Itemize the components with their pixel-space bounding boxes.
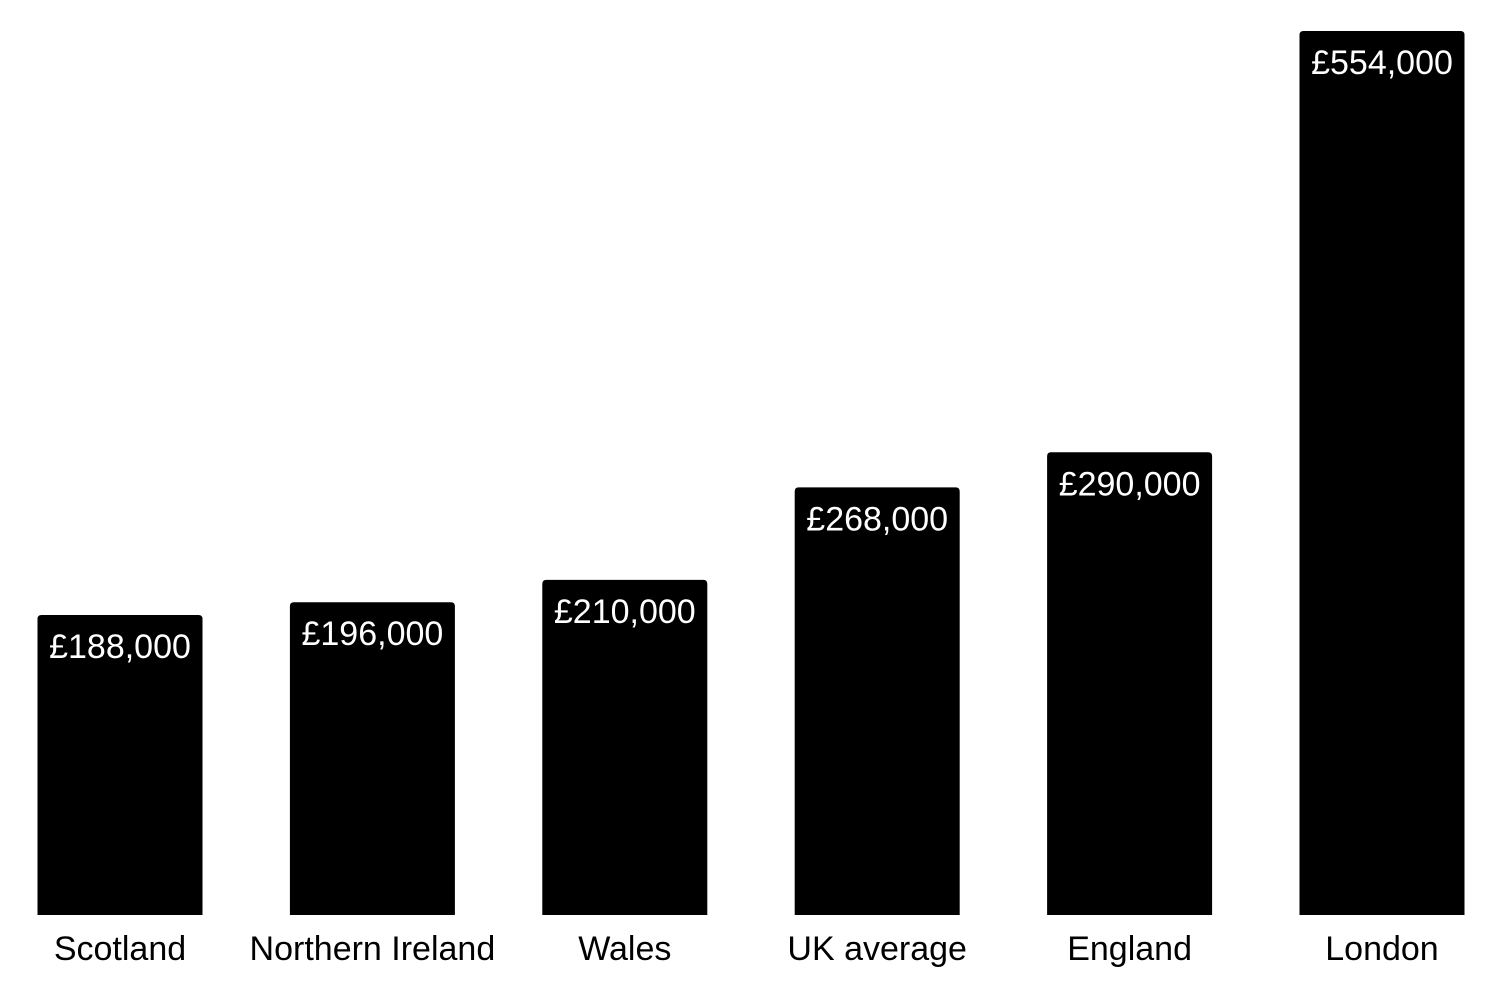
bar-uk-average (794, 487, 960, 915)
category-label-northern-ireland: Northern Ireland (250, 930, 496, 968)
value-label-scotland: £188,000 (49, 628, 191, 666)
value-label-england: £290,000 (1059, 465, 1201, 503)
bar-london (1299, 31, 1465, 915)
bar-wales (542, 579, 708, 915)
category-label-england: England (1067, 930, 1192, 968)
category-label-london: London (1325, 930, 1438, 968)
value-label-london: £554,000 (1311, 44, 1453, 82)
bar-northern-ireland (289, 602, 455, 915)
category-label-uk-average: UK average (787, 930, 967, 968)
value-labels-group: £188,000 £196,000 £210,000 £268,000 £290,000… (49, 44, 1453, 666)
category-label-wales: Wales (578, 930, 671, 968)
bar-england (1047, 452, 1213, 915)
value-label-wales: £210,000 (554, 593, 696, 631)
bars-group (37, 31, 1465, 915)
bar-scotland (37, 615, 203, 915)
category-label-scotland: Scotland (54, 930, 186, 968)
value-label-northern-ireland: £196,000 (301, 615, 443, 653)
value-label-uk-average: £268,000 (806, 500, 948, 538)
category-labels-group: Scotland Northern Ireland Wales UK average E… (54, 930, 1439, 968)
